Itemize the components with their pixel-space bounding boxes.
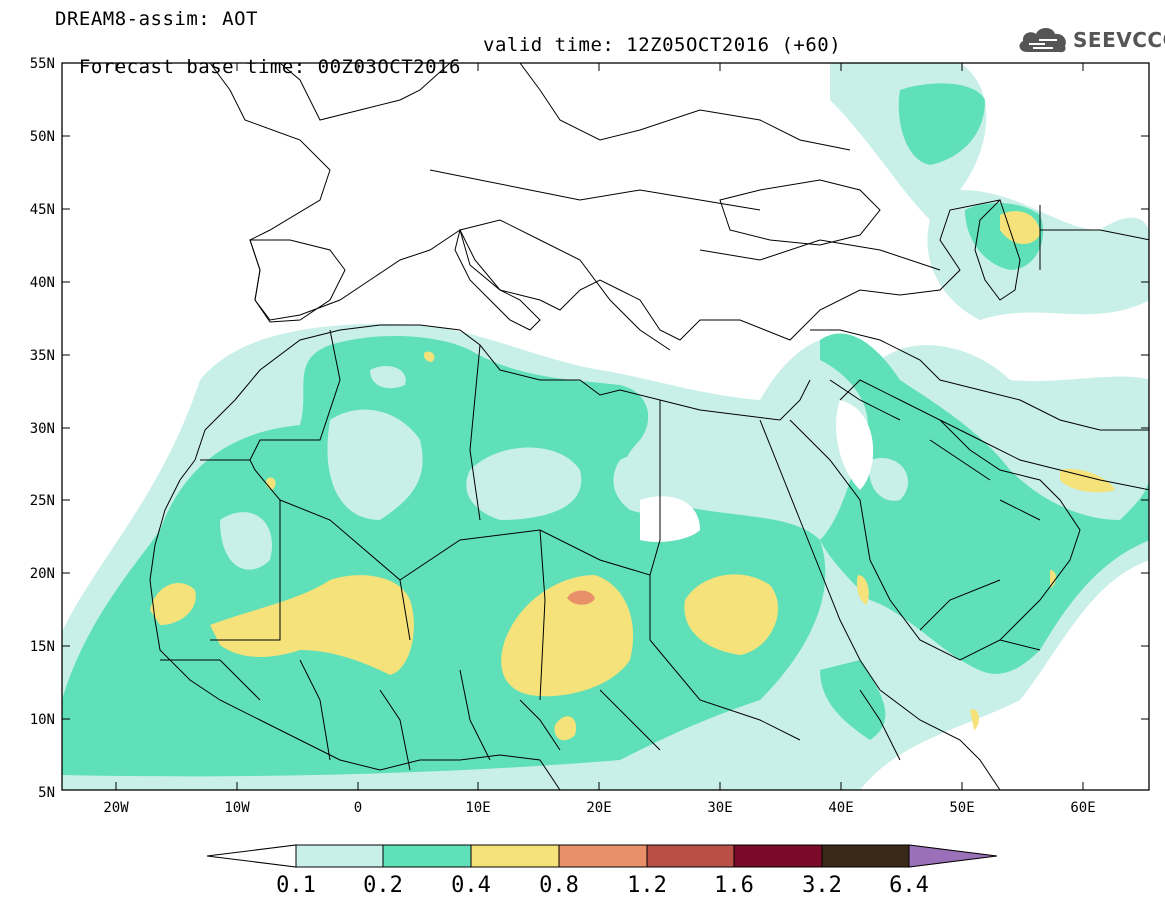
lon-label: 50E	[949, 800, 974, 816]
aot-level-0.4	[150, 211, 1115, 741]
aot-fields	[62, 63, 1149, 790]
lon-label: 10E	[465, 800, 490, 816]
lon-label: 20E	[586, 800, 611, 816]
colorbar-label: 3.2	[802, 873, 842, 898]
colorbar-swatch	[821, 844, 910, 868]
map-frame	[61, 62, 1150, 791]
lat-label: 40N	[30, 275, 55, 291]
lat-ticks	[62, 62, 1149, 720]
lat-label: 35N	[30, 348, 55, 364]
lat-label: 25N	[30, 493, 55, 509]
base-time: Forecast base time: 00Z03OCT2016	[78, 56, 461, 78]
colorbar-swatch	[558, 844, 648, 868]
lat-label: 45N	[30, 202, 55, 218]
logo-text: SEEVCCC	[1073, 28, 1165, 52]
lat-label: 30N	[30, 421, 55, 437]
product-title: DREAM8-assim: AOT	[55, 8, 258, 30]
lon-labels: 20W 10W 0 10E 20E 30E 40E 50E 60E	[103, 800, 1095, 816]
colorbar-label: 6.4	[889, 873, 929, 898]
lon-label: 30E	[707, 800, 732, 816]
colorbar-swatch	[295, 844, 384, 868]
lat-labels: 55N 50N 45N 40N 35N 30N 25N 20N 15N 10N …	[30, 56, 55, 801]
lat-label: 5N	[38, 785, 55, 801]
lat-label: 50N	[30, 129, 55, 145]
time-info: Forecast base time: 00Z03OCT2016 valid t…	[55, 34, 841, 100]
lon-label: 40E	[828, 800, 853, 816]
lat-label: 55N	[30, 56, 55, 72]
seevccc-logo: SEEVCCC	[1015, 22, 1165, 62]
colorbar-label: 0.1	[276, 873, 316, 898]
aot-level-0.8	[567, 590, 595, 605]
aot-level-0.2	[62, 83, 1149, 777]
colorbar-label: 0.2	[363, 873, 403, 898]
colorbar-swatch	[733, 844, 823, 868]
colorbar-label: 0.4	[451, 873, 491, 898]
lat-label: 15N	[30, 639, 55, 655]
colorbar-swatch	[646, 844, 735, 868]
colorbar-label: 1.6	[714, 873, 754, 898]
political-borders	[149, 63, 1149, 790]
colorbar-swatch	[470, 844, 560, 868]
lon-label: 60E	[1070, 800, 1095, 816]
lat-label: 10N	[30, 712, 55, 728]
colorbar-label: 0.8	[539, 873, 579, 898]
aot-level-below-0.1	[640, 400, 874, 542]
aot-level-0.1-holes	[220, 365, 909, 570]
lon-label: 20W	[103, 800, 129, 816]
lon-label: 0	[354, 800, 362, 816]
colorbar-label: 1.2	[627, 873, 667, 898]
colorbar-swatch	[382, 844, 472, 868]
lon-ticks	[115, 63, 1084, 790]
valid-time: valid time: 12Z05OCT2016 (+60)	[483, 34, 842, 56]
cloud-icon	[1019, 28, 1066, 53]
lon-label: 10W	[224, 800, 250, 816]
lat-label: 20N	[30, 566, 55, 582]
colorbar-swatch-high	[908, 844, 998, 868]
colorbar: 0.1 0.2 0.4 0.8 1.2 1.6 3.2 6.4	[206, 844, 998, 898]
colorbar-swatch-low	[206, 844, 297, 868]
